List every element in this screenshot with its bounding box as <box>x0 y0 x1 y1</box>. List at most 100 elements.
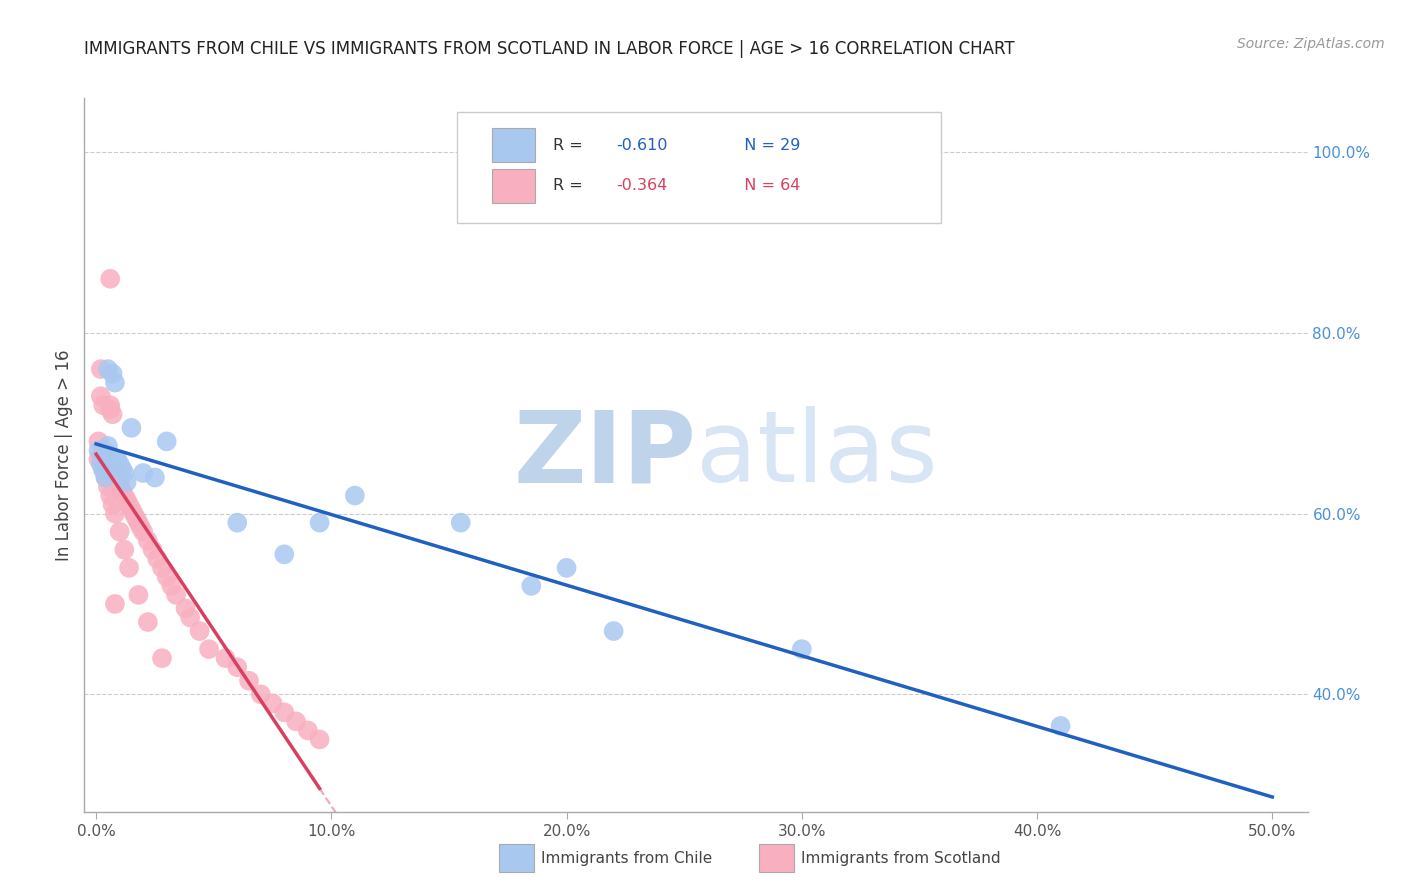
Point <box>238 673 260 688</box>
Point <box>136 615 159 629</box>
Point <box>98 402 121 417</box>
Point <box>90 362 112 376</box>
Point <box>97 461 120 475</box>
Point <box>150 561 173 575</box>
Point <box>120 421 142 435</box>
Point <box>101 498 124 512</box>
Text: -0.364: -0.364 <box>616 178 668 194</box>
Point <box>143 470 166 484</box>
Point <box>120 502 142 516</box>
Point <box>91 461 114 475</box>
Point <box>132 466 155 480</box>
Point <box>125 511 148 525</box>
Point <box>188 624 211 638</box>
Point <box>129 520 152 534</box>
Text: R =: R = <box>553 137 588 153</box>
Point <box>94 448 117 462</box>
Point <box>98 448 121 462</box>
Point <box>104 376 127 390</box>
Point <box>156 434 179 449</box>
Text: Source: ZipAtlas.com: Source: ZipAtlas.com <box>1237 37 1385 52</box>
Point <box>104 597 127 611</box>
Y-axis label: In Labor Force | Age > 16: In Labor Force | Age > 16 <box>55 349 73 561</box>
Point <box>98 272 121 286</box>
Point <box>115 493 138 508</box>
Point <box>94 452 117 467</box>
Point <box>104 461 127 475</box>
Point <box>104 466 127 480</box>
Point <box>97 479 120 493</box>
Point <box>179 610 201 624</box>
Point <box>108 524 131 539</box>
Text: Immigrants from Chile: Immigrants from Chile <box>541 851 713 865</box>
Point <box>285 714 308 729</box>
Bar <box>492 128 534 162</box>
Point <box>602 624 624 638</box>
Point <box>122 507 145 521</box>
Point <box>105 452 128 467</box>
Text: ZIP: ZIP <box>513 407 696 503</box>
Point <box>111 461 134 475</box>
Point <box>112 542 135 557</box>
Point <box>226 516 249 530</box>
Point <box>112 489 135 503</box>
Point <box>115 475 138 489</box>
Point <box>98 489 121 503</box>
Point <box>1049 719 1071 733</box>
Point <box>91 398 114 412</box>
Text: N = 29: N = 29 <box>734 137 800 153</box>
Point <box>108 479 131 493</box>
Point <box>165 588 187 602</box>
Point <box>118 498 141 512</box>
Point <box>127 516 149 530</box>
Bar <box>492 169 534 203</box>
Point <box>790 642 813 657</box>
Point <box>297 723 319 738</box>
Point <box>142 542 165 557</box>
Point <box>101 466 124 480</box>
Text: N = 64: N = 64 <box>734 178 800 194</box>
Point <box>118 561 141 575</box>
Point <box>308 732 330 747</box>
Point <box>105 470 128 484</box>
Text: R =: R = <box>553 178 588 194</box>
Point <box>249 687 271 701</box>
Point <box>101 367 124 381</box>
Point <box>273 547 295 561</box>
Point <box>91 463 114 477</box>
Point <box>520 579 543 593</box>
Point <box>108 475 131 489</box>
Point <box>90 457 112 471</box>
Point <box>198 642 221 657</box>
Point <box>174 601 197 615</box>
Point <box>146 551 169 566</box>
Point <box>262 696 284 710</box>
Text: IMMIGRANTS FROM CHILE VS IMMIGRANTS FROM SCOTLAND IN LABOR FORCE | AGE > 16 CORR: IMMIGRANTS FROM CHILE VS IMMIGRANTS FROM… <box>84 40 1015 58</box>
Text: atlas: atlas <box>696 407 938 503</box>
Point <box>98 398 121 412</box>
Point <box>108 457 131 471</box>
Point <box>150 651 173 665</box>
Point <box>87 443 110 458</box>
Point <box>87 452 110 467</box>
FancyBboxPatch shape <box>457 112 941 223</box>
Point <box>90 389 112 403</box>
Point <box>87 434 110 449</box>
Point <box>111 484 134 499</box>
Point <box>94 470 117 484</box>
Point <box>308 516 330 530</box>
Text: -0.610: -0.610 <box>616 137 668 153</box>
Point <box>101 407 124 421</box>
Point <box>97 362 120 376</box>
Point <box>94 470 117 484</box>
Text: Immigrants from Scotland: Immigrants from Scotland <box>801 851 1001 865</box>
Point <box>127 588 149 602</box>
Point <box>97 457 120 471</box>
Point <box>226 660 249 674</box>
Point <box>112 466 135 480</box>
Point <box>343 489 366 503</box>
Point <box>104 507 127 521</box>
Point <box>97 439 120 453</box>
Point <box>101 452 124 467</box>
Point <box>156 570 179 584</box>
